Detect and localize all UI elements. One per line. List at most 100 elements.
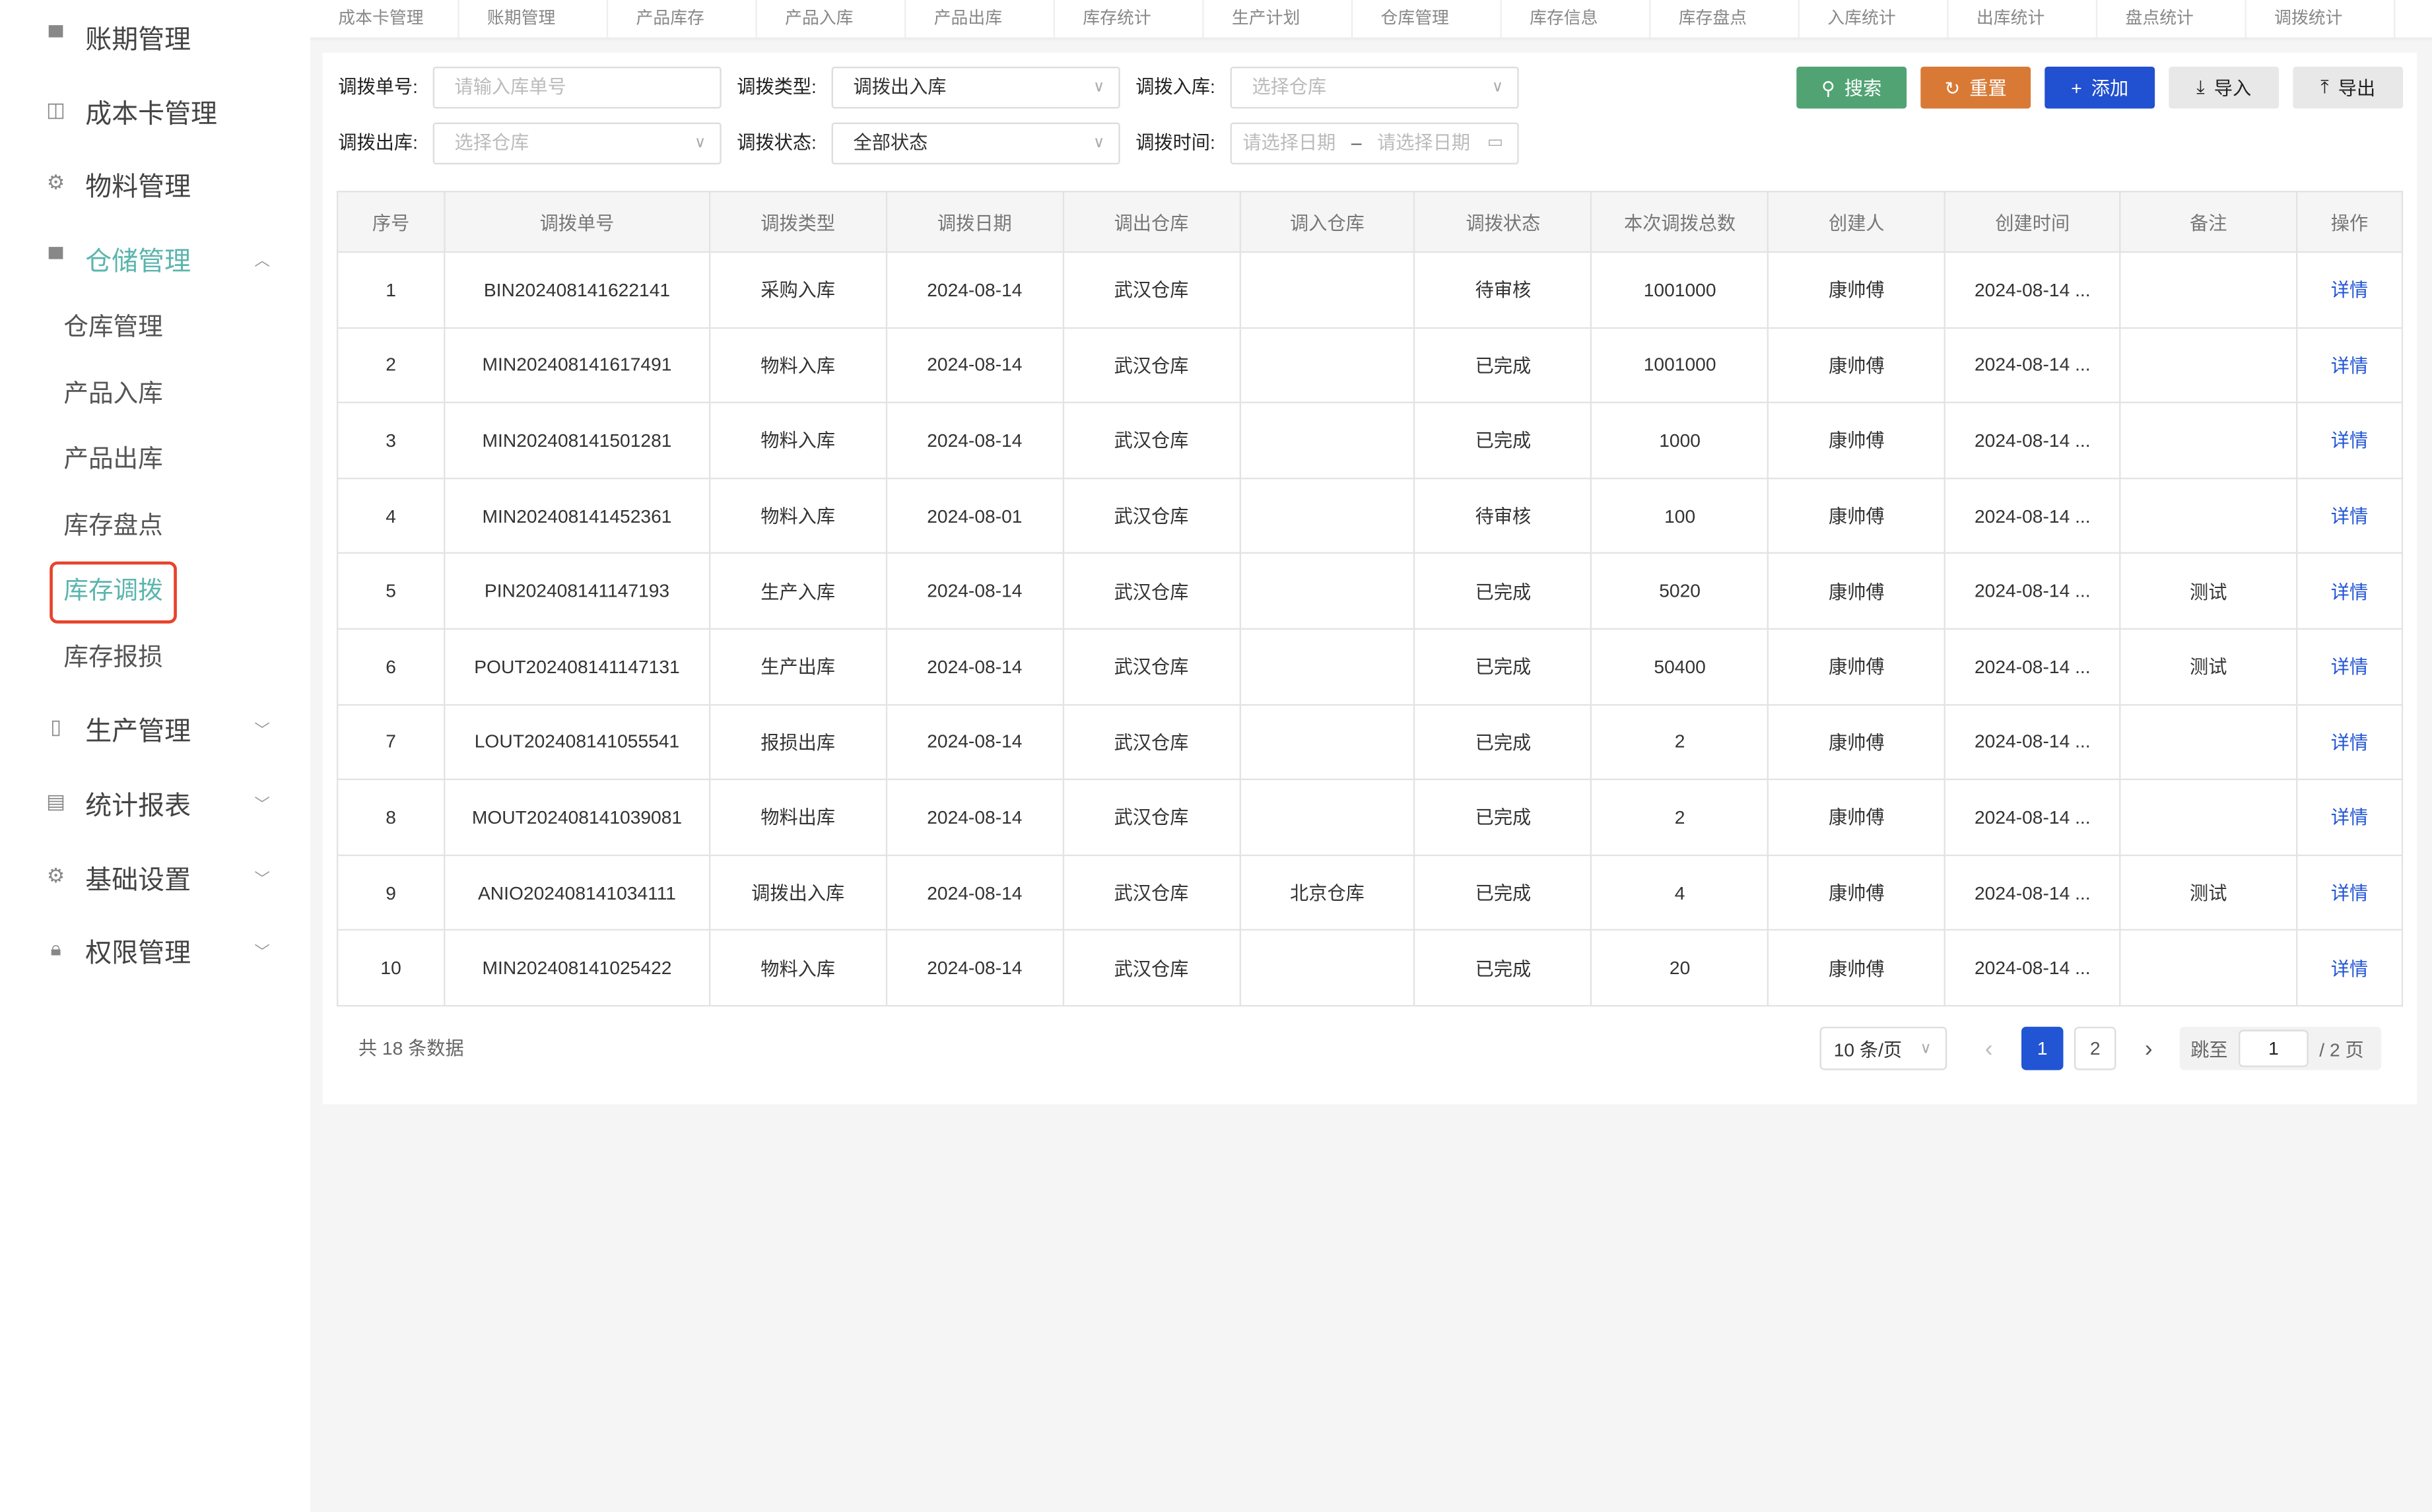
type-select[interactable]: 调拨出入库 ∨ [831,67,1120,109]
tab-11[interactable]: 出库统计 [1949,0,2098,38]
sidebar-item-7[interactable]: 🔒︎ 权限管理 ﹀ [0,918,310,980]
table-cell: MIN202408141025422 [443,929,711,1006]
table-cell: MIN202408141501281 [443,402,711,479]
detail-link[interactable]: 详情 [2295,628,2404,706]
table-cell: 8 [336,779,446,856]
sidebar-item-5[interactable]: ▤ 统计报表 ﹀ [0,771,310,833]
sidebar-subitem-2[interactable]: 产品出库 [63,446,163,473]
column-header: 调出仓库 [1062,191,1241,253]
detail-link[interactable]: 详情 [2295,779,2404,856]
table-cell [2119,779,2298,856]
table-cell: 康帅傅 [1767,628,1946,706]
search-button[interactable]: ⚲ 搜索 [1796,67,1907,109]
table-cell [2119,703,2298,781]
column-header: 本次调拨总数 [1590,191,1769,253]
tab-8[interactable]: 库存信息 [1502,0,1651,38]
table-cell: BIN202408141622141 [443,251,711,329]
chevron-up-icon: ︿ [254,251,270,269]
tab-2[interactable]: 产品库存 [608,0,757,38]
in-warehouse-select[interactable]: 选择仓库 ∨ [1230,67,1519,109]
end-date-input[interactable]: 请选择日期 [1377,131,1471,154]
table-cell: MIN202408141452361 [443,477,711,554]
table-cell: POUT202408141147131 [443,628,711,706]
table-cell [1238,552,1416,630]
sidebar-subitem-5[interactable]: 库存报损 [63,644,163,671]
status-select[interactable]: 全部状态 ∨ [831,122,1120,165]
table-cell: 1 [336,251,446,329]
table-cell: 已完成 [1413,854,1592,931]
sidebar-item-0[interactable]: ▀ 账期管理 [0,5,310,67]
tab-10[interactable]: 入库统计 [1800,0,1949,38]
table-cell: 2024-08-14 [885,326,1064,404]
sidebar-subitem-3[interactable]: 库存盘点 [63,512,163,539]
date-range-picker[interactable]: 请选择日期 – 请选择日期 ▭ [1230,122,1519,165]
table-cell: 待审核 [1413,477,1592,554]
table-cell [2119,929,2298,1006]
chevron-down-icon: ∨ [1093,79,1105,96]
out-warehouse-select[interactable]: 选择仓库 ∨ [432,122,722,165]
sidebar-item-1[interactable]: ◫ 成本卡管理 [0,79,310,141]
table-cell: 物料入库 [708,929,887,1006]
order-no-input[interactable]: 请输入库单号 [432,67,722,109]
reset-button[interactable]: ↻ 重置 [1920,67,2031,109]
tab-7[interactable]: 仓库管理 [1353,0,1502,38]
tab-1[interactable]: 账期管理 [459,0,609,38]
tab-13[interactable]: 调拨统计 [2246,0,2396,38]
tab-3[interactable]: 产品入库 [757,0,906,38]
detail-link[interactable]: 详情 [2295,929,2404,1006]
out-warehouse-label: 调拨出库: [338,131,418,154]
start-date-input[interactable]: 请选择日期 [1242,131,1336,154]
table-cell [1238,477,1416,554]
table-cell: 1000 [1590,402,1769,479]
tab-12[interactable]: 盘点统计 [2097,0,2246,38]
table-cell: 已完成 [1413,402,1592,479]
table-cell: 物料入库 [708,402,887,479]
tab-6[interactable]: 生产计划 [1204,0,1353,38]
tab-0[interactable]: 成本卡管理 [310,0,459,38]
table-cell: 2024-08-14 [885,854,1064,931]
table-row: 4 MIN202408141452361 物料入库 2024-08-01 武汉仓库 待审核… [336,477,2404,554]
next-page-button[interactable]: › [2144,1035,2153,1062]
export-button[interactable]: ⤒ 导出 [2293,67,2404,109]
table-cell: 武汉仓库 [1062,929,1241,1006]
detail-link[interactable]: 详情 [2295,552,2404,630]
detail-link[interactable]: 详情 [2295,251,2404,329]
export-label: 导出 [2338,77,2376,100]
add-button[interactable]: + 添加 [2044,67,2155,109]
detail-link[interactable]: 详情 [2295,854,2404,931]
page-2-button[interactable]: 2 [2074,1026,2116,1070]
tab-5[interactable]: 库存统计 [1055,0,1204,38]
sidebar-item-3[interactable]: ▀ 仓储管理 ︿ [0,226,310,288]
page-1-button[interactable]: 1 [2021,1026,2064,1070]
table-cell: 已完成 [1413,703,1592,781]
import-button[interactable]: ⤓ 导入 [2169,67,2280,109]
page-size-select[interactable]: 10 条/页 ∨ [1819,1026,1947,1070]
detail-link[interactable]: 详情 [2295,703,2404,781]
chevron-down-icon: ﹀ [254,721,270,739]
prev-page-button[interactable]: ‹ [1984,1035,1993,1062]
sidebar-item-4[interactable]: ▯ 生产管理 ﹀ [0,696,310,758]
tab-4[interactable]: 产品出库 [906,0,1055,38]
table-cell: 2024-08-01 [885,477,1064,554]
detail-link[interactable]: 详情 [2295,326,2404,404]
sidebar-item-6[interactable]: ⚙ 基础设置 ﹀ [0,845,310,907]
detail-link[interactable]: 详情 [2295,477,2404,554]
sidebar-subitem-0[interactable]: 仓库管理 [63,315,163,341]
detail-link[interactable]: 详情 [2295,402,2404,479]
sidebar-subitem-4[interactable]: 库存调拨 [50,561,177,624]
sidebar-subitem-1[interactable]: 产品入库 [63,380,163,407]
sidebar-item-label: 仓储管理 [85,246,191,276]
sidebar-item-label: 物料管理 [85,171,191,201]
table-row: 1 BIN202408141622141 采购入库 2024-08-14 武汉仓库 待审核… [336,251,2404,329]
table-cell: 1001000 [1590,326,1769,404]
table-cell: 2024-08-14 ... [1943,251,2121,329]
table-cell: 武汉仓库 [1062,552,1241,630]
sidebar-item-2[interactable]: ⚙ 物料管理 [0,152,310,214]
total-count: 共 18 条数据 [358,1037,464,1060]
jump-page-input[interactable]: 1 [2239,1030,2309,1067]
table-cell: LOUT202408141055541 [443,703,711,781]
page-jumper: 跳至 1 / 2 页 [2179,1026,2382,1070]
tab-9[interactable]: 库存盘点 [1650,0,1800,38]
sidebar-item-label: 账期管理 [85,24,191,54]
plus-icon: + [2071,77,2082,99]
